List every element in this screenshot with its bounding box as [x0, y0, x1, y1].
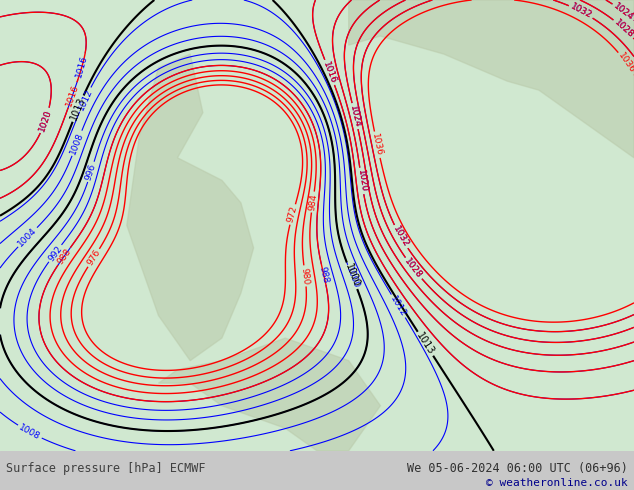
Text: 1032: 1032	[569, 2, 593, 21]
Text: 996: 996	[84, 162, 98, 181]
Text: 1032: 1032	[391, 224, 410, 249]
Polygon shape	[158, 338, 380, 451]
Text: 1036: 1036	[370, 133, 384, 157]
Text: 1036: 1036	[616, 51, 634, 75]
Text: 1024: 1024	[612, 1, 634, 22]
Text: 1004: 1004	[16, 226, 39, 248]
Text: 980: 980	[300, 267, 311, 285]
Text: 1032: 1032	[391, 224, 410, 249]
Text: 1008: 1008	[68, 131, 86, 156]
Text: 1013: 1013	[415, 331, 436, 357]
Text: 972: 972	[286, 205, 299, 224]
Text: 1013: 1013	[68, 96, 87, 122]
Text: 992: 992	[46, 244, 64, 263]
Text: 976: 976	[85, 248, 102, 268]
Text: 1020: 1020	[356, 169, 368, 193]
Text: 1000: 1000	[343, 263, 361, 289]
Text: We 05-06-2024 06:00 UTC (06+96): We 05-06-2024 06:00 UTC (06+96)	[407, 462, 628, 475]
Text: 1028: 1028	[403, 257, 424, 280]
Text: 984: 984	[307, 193, 318, 211]
Text: 1016: 1016	[75, 54, 89, 78]
Text: Surface pressure [hPa] ECMWF: Surface pressure [hPa] ECMWF	[6, 462, 206, 475]
Text: 1008: 1008	[18, 422, 42, 441]
Text: 1020: 1020	[37, 108, 53, 133]
Text: 1028: 1028	[612, 18, 634, 40]
Text: 1024: 1024	[348, 104, 362, 128]
Text: 1016: 1016	[321, 60, 338, 85]
Text: 1016: 1016	[321, 60, 338, 85]
Text: 1000: 1000	[344, 265, 361, 290]
Text: 988: 988	[55, 246, 73, 266]
Text: 1028: 1028	[403, 257, 424, 280]
Text: 1016: 1016	[65, 83, 81, 107]
Polygon shape	[349, 0, 634, 158]
Text: 1020: 1020	[356, 169, 368, 193]
Text: 1012: 1012	[76, 87, 94, 112]
Text: 1020: 1020	[37, 108, 53, 133]
Text: 1032: 1032	[569, 2, 593, 21]
Text: 988: 988	[318, 265, 330, 284]
Text: 1024: 1024	[348, 104, 362, 128]
Text: 1024: 1024	[612, 1, 634, 22]
Text: 1012: 1012	[389, 294, 408, 318]
Text: © weatheronline.co.uk: © weatheronline.co.uk	[486, 478, 628, 488]
Text: 1028: 1028	[612, 18, 634, 40]
Polygon shape	[127, 54, 254, 361]
